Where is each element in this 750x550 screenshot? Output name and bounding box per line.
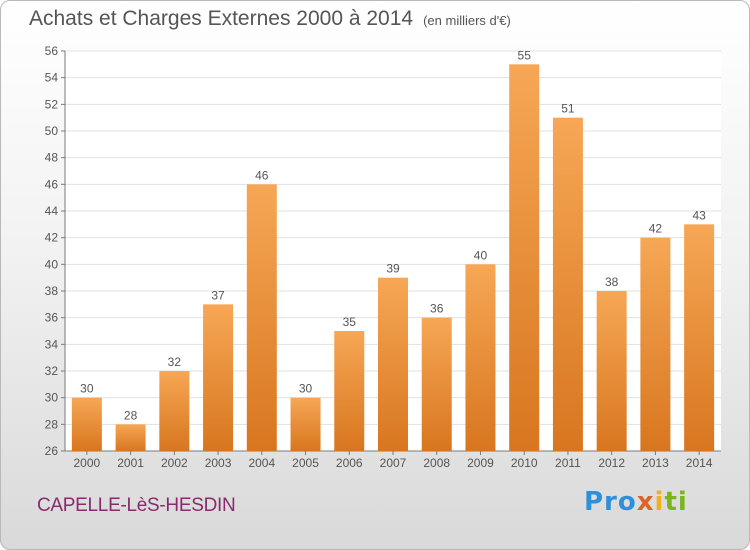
x-tick-label-2001: 2001 (117, 456, 144, 470)
y-tick-label: 50 (45, 124, 59, 138)
chart-title-text: Achats et Charges Externes 2000 à 2014 (29, 7, 414, 30)
x-tick-label-2009: 2009 (467, 456, 494, 470)
x-tick-label-2014: 2014 (686, 456, 713, 470)
bar-2003 (203, 304, 234, 451)
value-label-2003: 37 (211, 288, 225, 302)
value-label-2000: 30 (80, 382, 94, 396)
value-label-2008: 36 (430, 302, 444, 316)
y-tick-label: 56 (45, 44, 59, 58)
y-tick-label: 44 (45, 204, 59, 218)
bar-2013 (640, 237, 671, 451)
bar-2006 (334, 331, 365, 451)
x-tick-label-2011: 2011 (555, 456, 581, 470)
x-tick-label-2005: 2005 (292, 456, 319, 470)
x-tick-label-2007: 2007 (380, 456, 407, 470)
x-tick-label-2006: 2006 (336, 456, 363, 470)
bar-2014 (684, 224, 715, 451)
x-tick-label-2010: 2010 (511, 456, 538, 470)
bar-2002 (159, 371, 190, 451)
y-tick-label: 52 (45, 97, 59, 111)
town-name: CAPELLE-LèS-HESDIN (37, 495, 236, 516)
x-tick-label-2008: 2008 (423, 456, 450, 470)
value-label-2005: 30 (299, 382, 313, 396)
value-label-2006: 35 (343, 315, 357, 329)
y-tick-label: 28 (45, 417, 59, 431)
x-tick-label-2003: 2003 (205, 456, 232, 470)
bar-2009 (465, 264, 496, 451)
proxiti-logo: Proxiti (584, 487, 688, 517)
bar-2010 (509, 64, 540, 452)
value-label-2011: 51 (561, 102, 575, 116)
y-tick-label: 36 (45, 311, 59, 325)
bar-2007 (378, 277, 408, 451)
bar-2012 (596, 291, 627, 451)
bar-2000 (71, 397, 102, 451)
y-tick-label: 42 (45, 231, 59, 245)
bar-2001 (115, 424, 146, 451)
bar-2008 (421, 317, 452, 451)
y-tick-label: 26 (45, 444, 59, 458)
bar-2004 (246, 184, 277, 452)
value-label-2002: 32 (168, 355, 182, 369)
y-tick-label: 40 (45, 257, 59, 271)
value-label-2010: 55 (518, 48, 532, 62)
y-tick-label: 34 (45, 337, 59, 351)
bar-2005 (290, 397, 321, 451)
y-tick-label: 38 (45, 284, 59, 298)
x-tick-label-2013: 2013 (642, 456, 669, 470)
y-tick-label: 30 (45, 391, 59, 405)
y-tick-label: 48 (45, 151, 59, 165)
value-label-2009: 40 (474, 248, 488, 262)
bar-2011 (552, 117, 583, 452)
x-tick-label-2000: 2000 (74, 456, 101, 470)
value-label-2013: 42 (649, 222, 663, 236)
y-tick-label: 32 (45, 364, 59, 378)
chart-unit: (en milliers d'€) (423, 13, 511, 28)
y-tick-label: 54 (45, 71, 59, 85)
value-label-2012: 38 (605, 275, 619, 289)
value-label-2001: 28 (124, 408, 138, 422)
y-tick-label: 46 (45, 177, 59, 191)
chart-title: Achats et Charges Externes 2000 à 2014 (e… (29, 7, 511, 31)
value-label-2007: 39 (386, 262, 400, 276)
x-tick-label-2002: 2002 (161, 456, 188, 470)
x-tick-label-2012: 2012 (598, 456, 625, 470)
value-label-2014: 43 (692, 208, 706, 222)
x-tick-label-2004: 2004 (248, 456, 275, 470)
value-label-2004: 46 (255, 168, 269, 182)
